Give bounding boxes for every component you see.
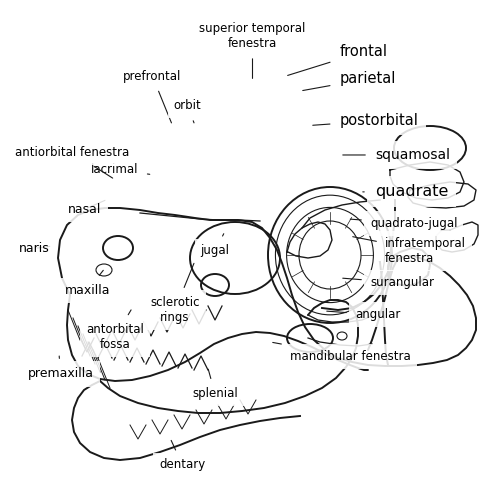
- Text: sclerotic
rings: sclerotic rings: [150, 263, 200, 324]
- Text: mandibular fenestra: mandibular fenestra: [272, 342, 411, 363]
- Text: parietal: parietal: [302, 71, 396, 91]
- Text: infratemporal
fenestra: infratemporal fenestra: [352, 237, 466, 265]
- Text: orbit: orbit: [174, 99, 202, 123]
- Text: superior temporal
fenestra: superior temporal fenestra: [200, 22, 306, 78]
- Text: premaxilla: premaxilla: [28, 356, 94, 380]
- Text: prefrontal: prefrontal: [124, 70, 182, 123]
- Text: splenial: splenial: [192, 369, 238, 400]
- Text: postorbital: postorbital: [313, 113, 419, 128]
- Text: quadrato-jugal: quadrato-jugal: [350, 217, 458, 230]
- Text: antorbital
fossa: antorbital fossa: [86, 310, 144, 351]
- Text: antiorbital fenestra: antiorbital fenestra: [15, 146, 129, 178]
- Text: jugal: jugal: [200, 234, 230, 257]
- Text: dentary: dentary: [160, 440, 206, 471]
- Text: squamosal: squamosal: [343, 148, 450, 162]
- Text: naris: naris: [19, 242, 50, 255]
- Text: quadrate: quadrate: [363, 184, 448, 199]
- Text: maxilla: maxilla: [65, 270, 110, 297]
- Text: nasal: nasal: [68, 200, 105, 215]
- Text: surangular: surangular: [343, 277, 434, 289]
- Text: angular: angular: [327, 308, 400, 321]
- Text: lacrimal: lacrimal: [91, 163, 150, 176]
- Text: frontal: frontal: [288, 44, 388, 75]
